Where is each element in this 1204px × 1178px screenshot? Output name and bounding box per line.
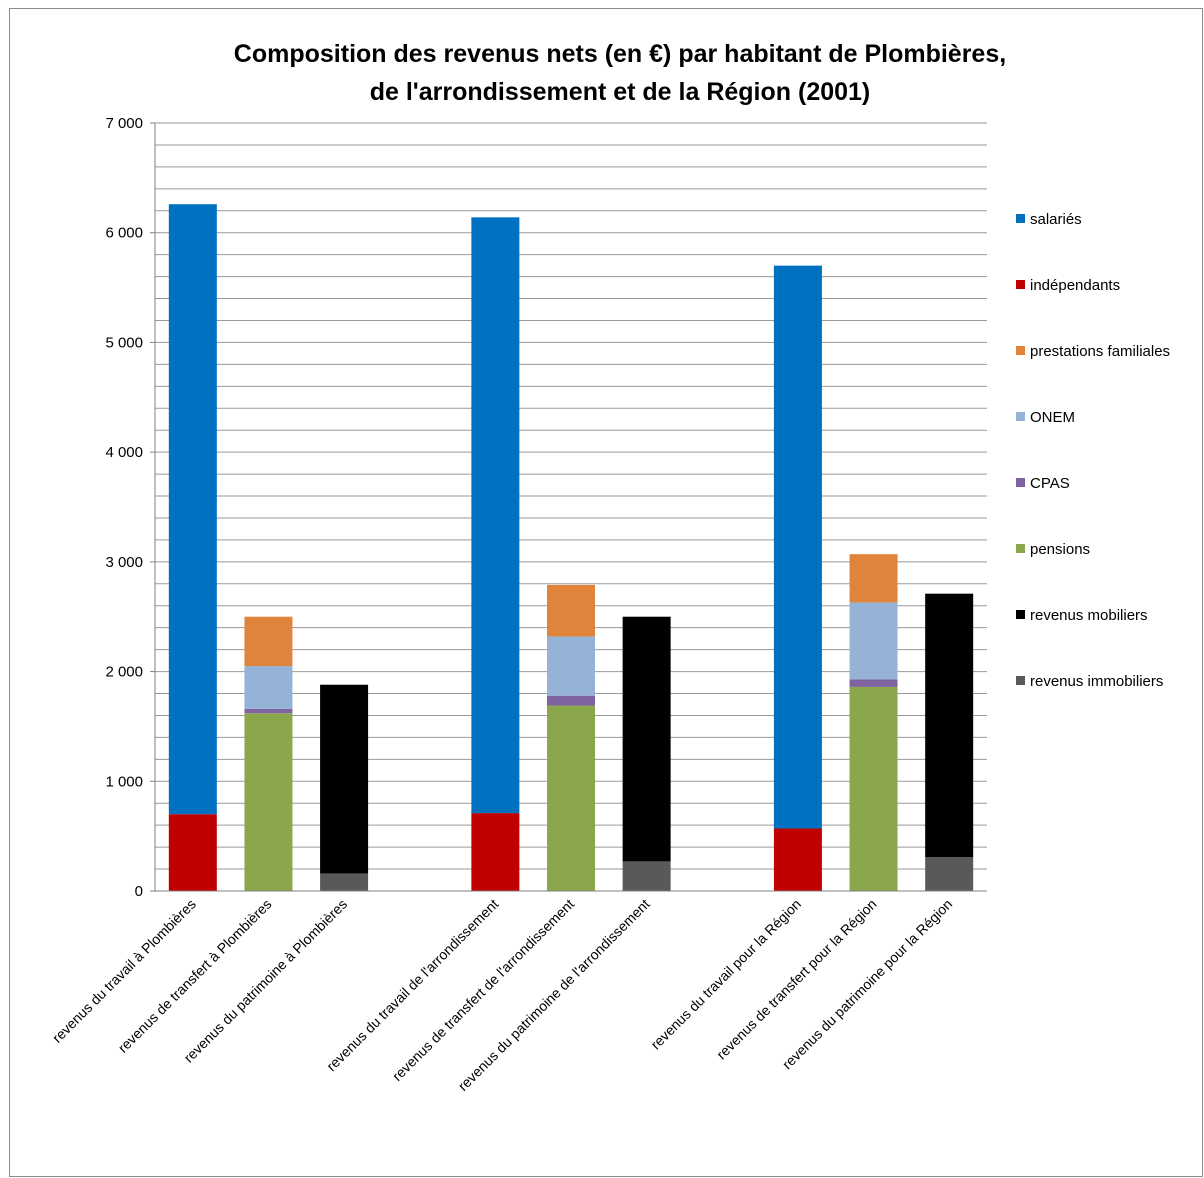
bar-segment [168,204,217,815]
bar-segment [547,636,595,696]
bar-segment [849,686,898,891]
legend-label: pensions [1030,541,1090,558]
legend-label: prestations familiales [1030,343,1170,360]
legend-label: salariés [1030,211,1082,228]
y-tick-label: 7 000 [105,115,143,132]
legend-swatch [1016,214,1025,223]
bar-segment [849,554,898,603]
bar-segment [244,616,293,667]
bar-segment [622,861,671,891]
bar-segment [773,265,822,829]
bar-segment [244,666,293,709]
bar-segment [320,684,369,874]
bar-segment [547,705,595,891]
legend-swatch [1016,346,1025,355]
legend: salariés indépendants prestations familial… [1016,211,1170,690]
y-tick-label: 2 000 [105,664,143,681]
x-category-label: revenus du patrimoine à Plombières [180,896,350,1066]
y-tick-label: 6 000 [105,225,143,242]
bar-segment [471,813,520,891]
bar-segment [925,593,974,857]
bar-segment [547,584,595,637]
legend-swatch [1016,610,1025,619]
legend-swatch [1016,280,1025,289]
y-tick-label: 5 000 [105,334,143,351]
x-category-label: revenus du travail à Plombières [49,896,199,1046]
bar-segment [925,856,974,891]
x-category-label: revenus du travail pour la Région [647,896,804,1053]
y-tick-label: 3 000 [105,554,143,571]
y-tick-label: 4 000 [105,444,143,461]
y-tick-labels: 0 1 000 2 000 3 000 4 000 5 000 6 000 7 000 [105,115,143,900]
legend-swatch [1016,676,1025,685]
bars [168,204,974,891]
axes [150,122,987,892]
bar-segment [849,602,898,680]
legend-label: revenus mobiliers [1030,607,1148,624]
bar-segment [849,679,898,687]
y-tick-label: 0 [135,883,143,900]
x-category-label: revenus du patrimoine pour la Région [779,896,955,1072]
x-category-label: revenus du travail de l'arrondissement [323,896,501,1074]
chart-subtitle: de l'arrondissement et de la Région (200… [370,78,871,106]
chart-title: Composition des revenus nets (en €) par … [234,40,1006,68]
legend-label: CPAS [1030,475,1070,492]
bar-segment [471,217,520,814]
bar-segment [773,828,822,891]
bar-segment [168,814,217,891]
bar-segment [547,695,595,706]
legend-swatch [1016,544,1025,553]
y-tick-label: 1 000 [105,773,143,790]
bar-segment [320,873,369,891]
legend-label: indépendants [1030,277,1120,294]
legend-label: revenus immobiliers [1030,673,1163,690]
x-category-label: revenus de transfert pour la Région [713,896,880,1063]
bar-segment [244,708,293,714]
x-category-label: revenus de transfert à Plombières [115,896,275,1056]
legend-swatch [1016,412,1025,421]
legend-swatch [1016,478,1025,487]
bar-segment [622,616,671,862]
chart-frame [9,8,1203,1177]
legend-label: ONEM [1030,409,1075,426]
bar-segment [244,713,293,891]
